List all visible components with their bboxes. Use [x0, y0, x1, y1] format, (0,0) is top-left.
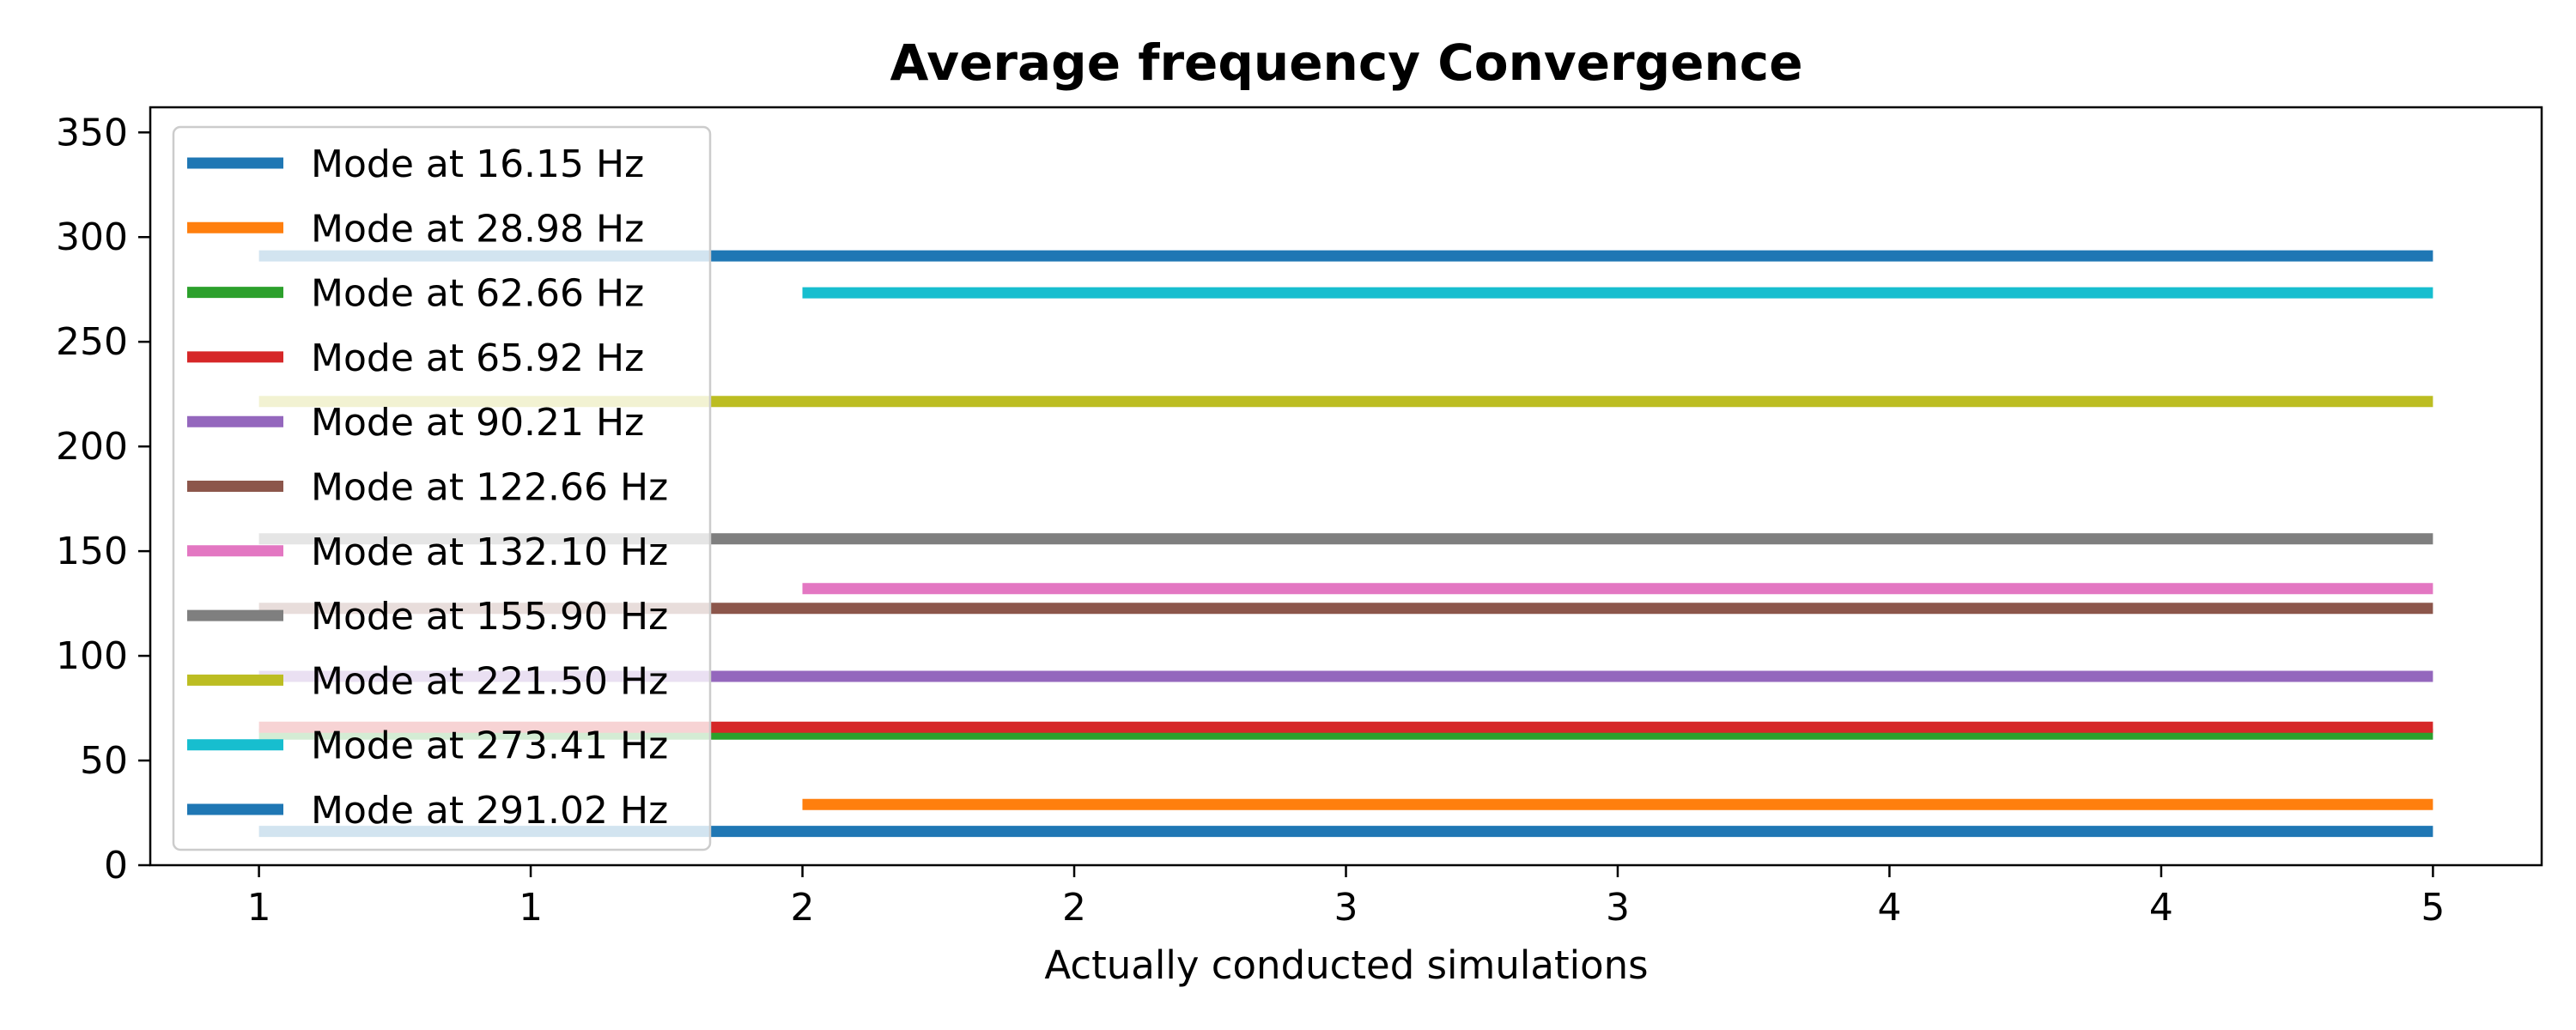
legend-box: [172, 125, 712, 851]
x-tick-label: 4: [1877, 886, 1901, 930]
y-tick-label: 300: [56, 215, 128, 259]
x-tick-label: 1: [247, 886, 271, 930]
y-tick-label: 200: [56, 425, 128, 469]
legend-label-5: Mode at 90.21 Hz: [311, 401, 644, 445]
legend-label-9: Mode at 221.50 Hz: [311, 659, 668, 703]
x-tick-label: 3: [1606, 886, 1630, 930]
plot-frame: [149, 106, 2543, 867]
legend-label-7: Mode at 132.10 Hz: [311, 530, 668, 574]
x-tick-label: 5: [2421, 886, 2445, 930]
chart-title: Average frequency Convergence: [890, 33, 1802, 92]
legend-label-6: Mode at 122.66 Hz: [311, 466, 668, 510]
x-tick-label: 4: [2149, 886, 2173, 930]
y-tick-label: 0: [104, 844, 128, 888]
y-tick-label: 50: [80, 739, 128, 783]
legend-label-1: Mode at 16.15 Hz: [311, 142, 644, 186]
x-tick-label: 2: [791, 886, 815, 930]
x-tick-label: 3: [1334, 886, 1358, 930]
legend-label-10: Mode at 273.41 Hz: [311, 724, 668, 768]
y-tick-label: 250: [56, 320, 128, 364]
axis-ticks: 0 50 100 150 200 250 300 350 1 1 2 2 3 3 4 4 5: [56, 111, 2445, 930]
y-tick-label: 350: [56, 111, 128, 154]
legend-label-2: Mode at 28.98 Hz: [311, 207, 644, 251]
x-tick-label: 1: [519, 886, 543, 930]
legend-label-8: Mode at 155.90 Hz: [311, 595, 668, 639]
y-tick-label: 100: [56, 634, 128, 678]
legend: Mode at 16.15 Hz Mode at 28.98 Hz Mode at …: [172, 125, 712, 851]
x-tick-label: 2: [1062, 886, 1086, 930]
legend-label-4: Mode at 65.92 Hz: [311, 336, 644, 380]
y-tick-label: 150: [56, 530, 128, 573]
legend-label-11: Mode at 291.02 Hz: [311, 789, 668, 833]
legend-label-3: Mode at 62.66 Hz: [311, 272, 644, 316]
x-axis-label: Actually conducted simulations: [1044, 942, 1648, 988]
